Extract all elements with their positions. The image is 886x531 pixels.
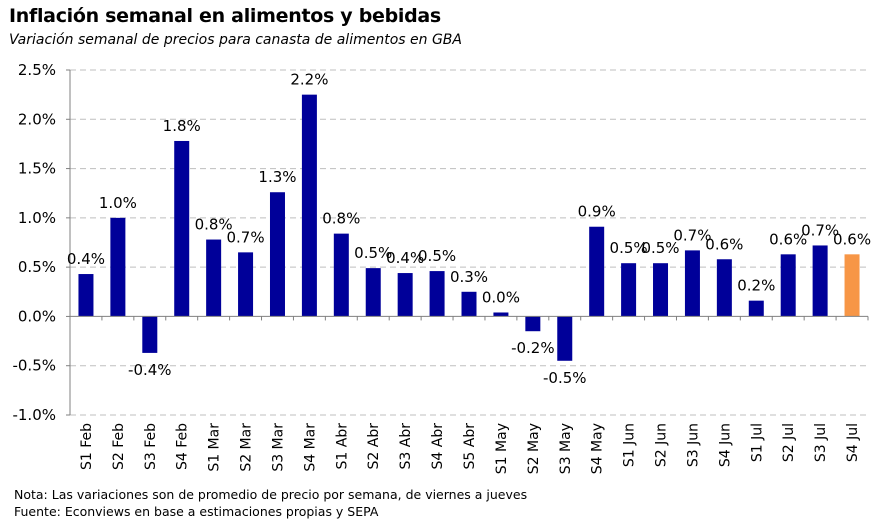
bar <box>844 254 860 317</box>
bar <box>461 291 477 317</box>
bar <box>78 274 94 317</box>
x-tick-label: S4 Jul <box>845 423 861 462</box>
data-label: 0.7% <box>673 226 711 244</box>
bar <box>653 263 669 317</box>
bar <box>429 271 445 317</box>
bar <box>493 312 509 317</box>
bar <box>174 140 190 317</box>
bar <box>812 245 828 317</box>
x-tick-label: S2 Jun <box>654 423 670 467</box>
data-label: 0.6% <box>833 230 871 248</box>
data-label: 0.4% <box>386 249 424 267</box>
bar <box>397 273 413 317</box>
x-tick-label: S2 May <box>526 423 542 474</box>
x-tick-label: S3 Jun <box>685 423 701 467</box>
data-label: 0.0% <box>482 288 520 306</box>
data-label: 0.6% <box>769 230 807 248</box>
x-tick-label: S4 May <box>590 423 606 474</box>
x-tick-label: S1 Jul <box>749 423 765 462</box>
chart-subtitle: Variación semanal de precios para canast… <box>9 32 462 48</box>
bar <box>333 233 349 317</box>
data-label: 0.5% <box>641 239 679 257</box>
y-tick-label: -0.5% <box>12 357 56 375</box>
x-tick-label: S1 Mar <box>207 423 223 472</box>
x-tick-label: S2 Abr <box>366 423 382 470</box>
data-label: 1.0% <box>99 194 137 212</box>
y-tick-label: 2.0% <box>18 110 56 128</box>
source-text: Fuente: Econviews en base a estimaciones… <box>14 504 379 519</box>
data-label: -0.5% <box>543 369 587 387</box>
bar <box>589 226 605 317</box>
y-tick-label: 0.0% <box>18 307 56 325</box>
y-tick-label: 2.5% <box>18 61 56 79</box>
data-label: 0.6% <box>705 235 743 253</box>
data-label: 0.5% <box>418 247 456 265</box>
data-label: 1.3% <box>258 168 296 186</box>
bar <box>301 94 317 317</box>
x-tick-label: S1 May <box>494 423 510 474</box>
data-label: -0.2% <box>511 339 555 357</box>
x-tick-label: S3 Abr <box>398 423 414 470</box>
x-tick-label: S4 Jun <box>717 423 733 467</box>
bar <box>557 316 573 361</box>
bar <box>238 252 254 317</box>
x-tick-label: S4 Abr <box>430 423 446 470</box>
data-label: 0.3% <box>450 268 488 286</box>
x-tick-label: S3 May <box>558 423 574 474</box>
data-label: 1.8% <box>163 117 201 135</box>
bar <box>780 254 796 317</box>
bar <box>206 239 222 317</box>
y-tick-label: -1.0% <box>12 406 56 424</box>
x-tick-label: S2 Jul <box>781 423 797 462</box>
data-label: 0.9% <box>578 203 616 221</box>
x-tick-label: S4 Feb <box>175 423 191 470</box>
bar <box>748 300 764 317</box>
x-tick-label: S2 Mar <box>239 423 255 472</box>
x-tick-label: S1 Jun <box>622 423 638 467</box>
data-label: 0.4% <box>67 250 105 268</box>
bar <box>365 268 381 317</box>
bar <box>142 316 158 353</box>
bar <box>716 259 732 317</box>
data-label: 0.5% <box>610 239 648 257</box>
x-tick-label: S3 Mar <box>270 423 286 472</box>
bar <box>269 192 285 317</box>
x-tick-label: S5 Abr <box>462 423 478 470</box>
y-tick-label: 0.5% <box>18 258 56 276</box>
note-text: Nota: Las variaciones son de promedio de… <box>14 487 528 502</box>
bar <box>110 217 126 317</box>
bar <box>684 250 700 317</box>
data-label: 0.8% <box>195 216 233 234</box>
x-tick-label: S4 Mar <box>302 423 318 472</box>
data-label: 0.2% <box>737 277 775 295</box>
chart-title: Inflación semanal en alimentos y bebidas <box>9 5 441 27</box>
bar <box>621 263 637 317</box>
x-tick-label: S2 Feb <box>111 423 127 470</box>
x-tick-label: S1 Feb <box>79 423 95 470</box>
bar <box>525 316 541 332</box>
x-tick-label: S3 Feb <box>143 423 159 470</box>
data-label: 0.7% <box>801 221 839 239</box>
data-label: 0.8% <box>322 210 360 228</box>
data-label: 0.5% <box>354 244 392 262</box>
data-label: 2.2% <box>290 71 328 89</box>
x-tick-label: S1 Abr <box>334 423 350 470</box>
data-label: -0.4% <box>128 361 172 379</box>
y-tick-label: 1.5% <box>18 160 56 178</box>
y-tick-label: 1.0% <box>18 209 56 227</box>
data-label: 0.7% <box>227 228 265 246</box>
x-tick-label: S3 Jul <box>813 423 829 462</box>
